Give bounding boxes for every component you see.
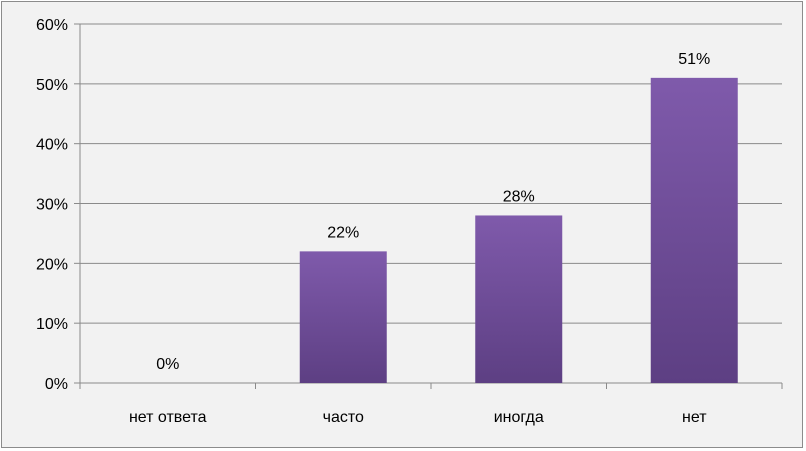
data-label: 51% bbox=[678, 51, 710, 68]
labels: 0% 10% 20% 30% 40% 50% 60% 0% нет ответа 22% часто… bbox=[36, 17, 710, 426]
bar-1 bbox=[299, 251, 387, 383]
data-label: 22% bbox=[327, 224, 359, 241]
y-tick-label: 60% bbox=[36, 17, 68, 34]
y-tick-label: 30% bbox=[36, 197, 68, 214]
category-label: иногда bbox=[494, 409, 544, 426]
category-label: нет ответа bbox=[129, 409, 207, 426]
category-label: нет bbox=[682, 409, 707, 426]
y-tick-label: 0% bbox=[45, 376, 68, 393]
bars bbox=[299, 77, 738, 383]
bar-2 bbox=[475, 215, 563, 383]
y-tick-label: 20% bbox=[36, 256, 68, 273]
data-label: 28% bbox=[503, 188, 535, 205]
y-tick-label: 50% bbox=[36, 77, 68, 94]
category-label: часто bbox=[323, 409, 364, 426]
y-tick-label: 40% bbox=[36, 137, 68, 154]
y-tick-label: 10% bbox=[36, 316, 68, 333]
data-label: 0% bbox=[156, 356, 179, 373]
bar-3 bbox=[650, 77, 738, 383]
